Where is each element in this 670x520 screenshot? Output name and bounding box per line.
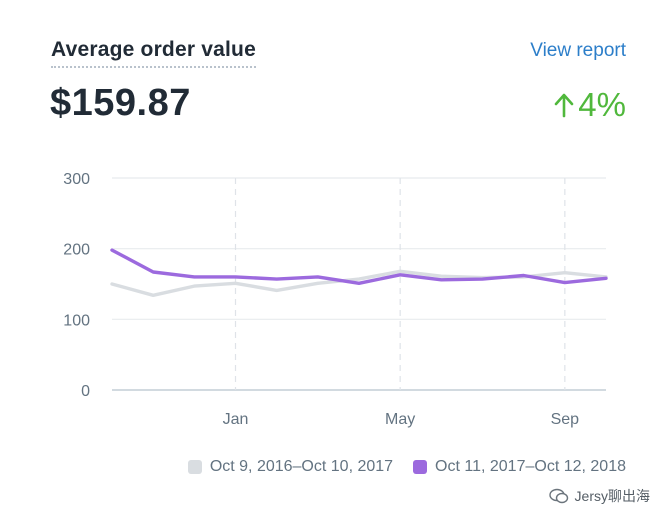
line-chart: 0 100 200 300 Jan May Sep — [63, 171, 608, 428]
wechat-icon — [548, 488, 568, 504]
y-tick-label: 0 — [81, 383, 90, 400]
card-title[interactable]: Average order value — [51, 38, 256, 68]
metric-value: $159.87 — [50, 82, 191, 124]
watermark-text: Jersy聊出海 — [574, 488, 650, 504]
x-axis: Jan May Sep — [223, 411, 580, 428]
metric-change: 4% — [554, 86, 626, 124]
series-line-current — [110, 248, 608, 285]
chart-series — [110, 248, 608, 297]
legend-item-previous[interactable]: Oct 9, 2016–Oct 10, 2017 — [187, 458, 394, 476]
metric-change-value: 4% — [578, 86, 626, 123]
legend-item-current[interactable]: Oct 11, 2017–Oct 12, 2018 — [413, 458, 626, 476]
y-axis: 0 100 200 300 — [63, 171, 90, 400]
view-report-link[interactable]: View report — [530, 40, 626, 61]
legend-swatch-current — [413, 460, 428, 474]
chart-legend: Oct 9, 2016–Oct 10, 2017 Oct 11, 2017–Oc… — [187, 458, 626, 476]
legend-label-previous: Oct 9, 2016–Oct 10, 2017 — [209, 458, 394, 475]
x-tick-label: Jan — [223, 411, 249, 428]
x-tick-label: May — [385, 411, 415, 428]
chart-grid — [112, 177, 606, 391]
x-tick-label: Sep — [551, 411, 580, 428]
y-tick-label: 100 — [63, 312, 90, 329]
legend-label-current: Oct 11, 2017–Oct 12, 2018 — [435, 458, 626, 475]
y-tick-label: 200 — [63, 242, 90, 259]
arrow-up-icon — [554, 93, 574, 118]
y-tick-label: 300 — [63, 171, 90, 188]
watermark: Jersy聊出海 — [548, 486, 650, 506]
legend-swatch-previous — [187, 460, 202, 474]
